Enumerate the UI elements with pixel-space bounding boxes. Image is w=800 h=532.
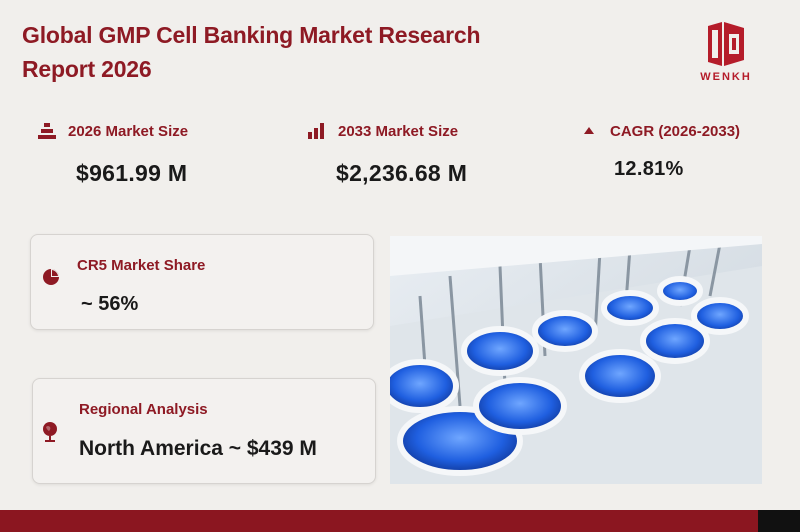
metric-2033-market-size: 2033 Market Size $2,236.68 M bbox=[306, 122, 467, 187]
metric-cagr: CAGR (2026-2033) 12.81% bbox=[578, 122, 740, 181]
metric-2026-market-size: 2026 Market Size $961.99 M bbox=[36, 122, 188, 187]
title-line-2: Report 2026 bbox=[22, 56, 152, 82]
regional-value: North America ~ $439 M bbox=[79, 437, 317, 460]
bar-chart-icon bbox=[306, 122, 328, 140]
bottom-bar bbox=[0, 510, 758, 532]
globe-icon bbox=[41, 421, 59, 448]
cr5-card: CR5 Market Share ~ 56% bbox=[30, 234, 374, 330]
metric-value: $2,236.68 M bbox=[336, 160, 468, 186]
pie-chart-icon bbox=[41, 267, 61, 292]
logo-text: WENKH bbox=[700, 71, 752, 83]
metric-label: CAGR (2026-2033) bbox=[610, 122, 741, 140]
cr5-label: CR5 Market Share bbox=[77, 257, 206, 274]
triangle-up-icon bbox=[578, 122, 600, 140]
metric-value: 12.81% bbox=[614, 158, 684, 180]
lab-photo bbox=[390, 236, 762, 484]
metric-label: 2033 Market Size bbox=[338, 122, 459, 140]
report-title: Global GMP Cell Banking Market Research … bbox=[22, 18, 582, 86]
bottom-bar-dark bbox=[758, 510, 800, 532]
title-line-1: Global GMP Cell Banking Market Research bbox=[22, 22, 481, 48]
pyramid-icon bbox=[36, 122, 58, 140]
wenkh-logo-icon bbox=[708, 22, 744, 66]
regional-label: Regional Analysis bbox=[79, 401, 208, 418]
logo: WENKH bbox=[676, 20, 776, 83]
metric-label: 2026 Market Size bbox=[68, 122, 189, 140]
regional-card: Regional Analysis North America ~ $439 M bbox=[32, 378, 376, 484]
metric-value: $961.99 M bbox=[76, 160, 188, 186]
cr5-value: ~ 56% bbox=[81, 293, 139, 315]
